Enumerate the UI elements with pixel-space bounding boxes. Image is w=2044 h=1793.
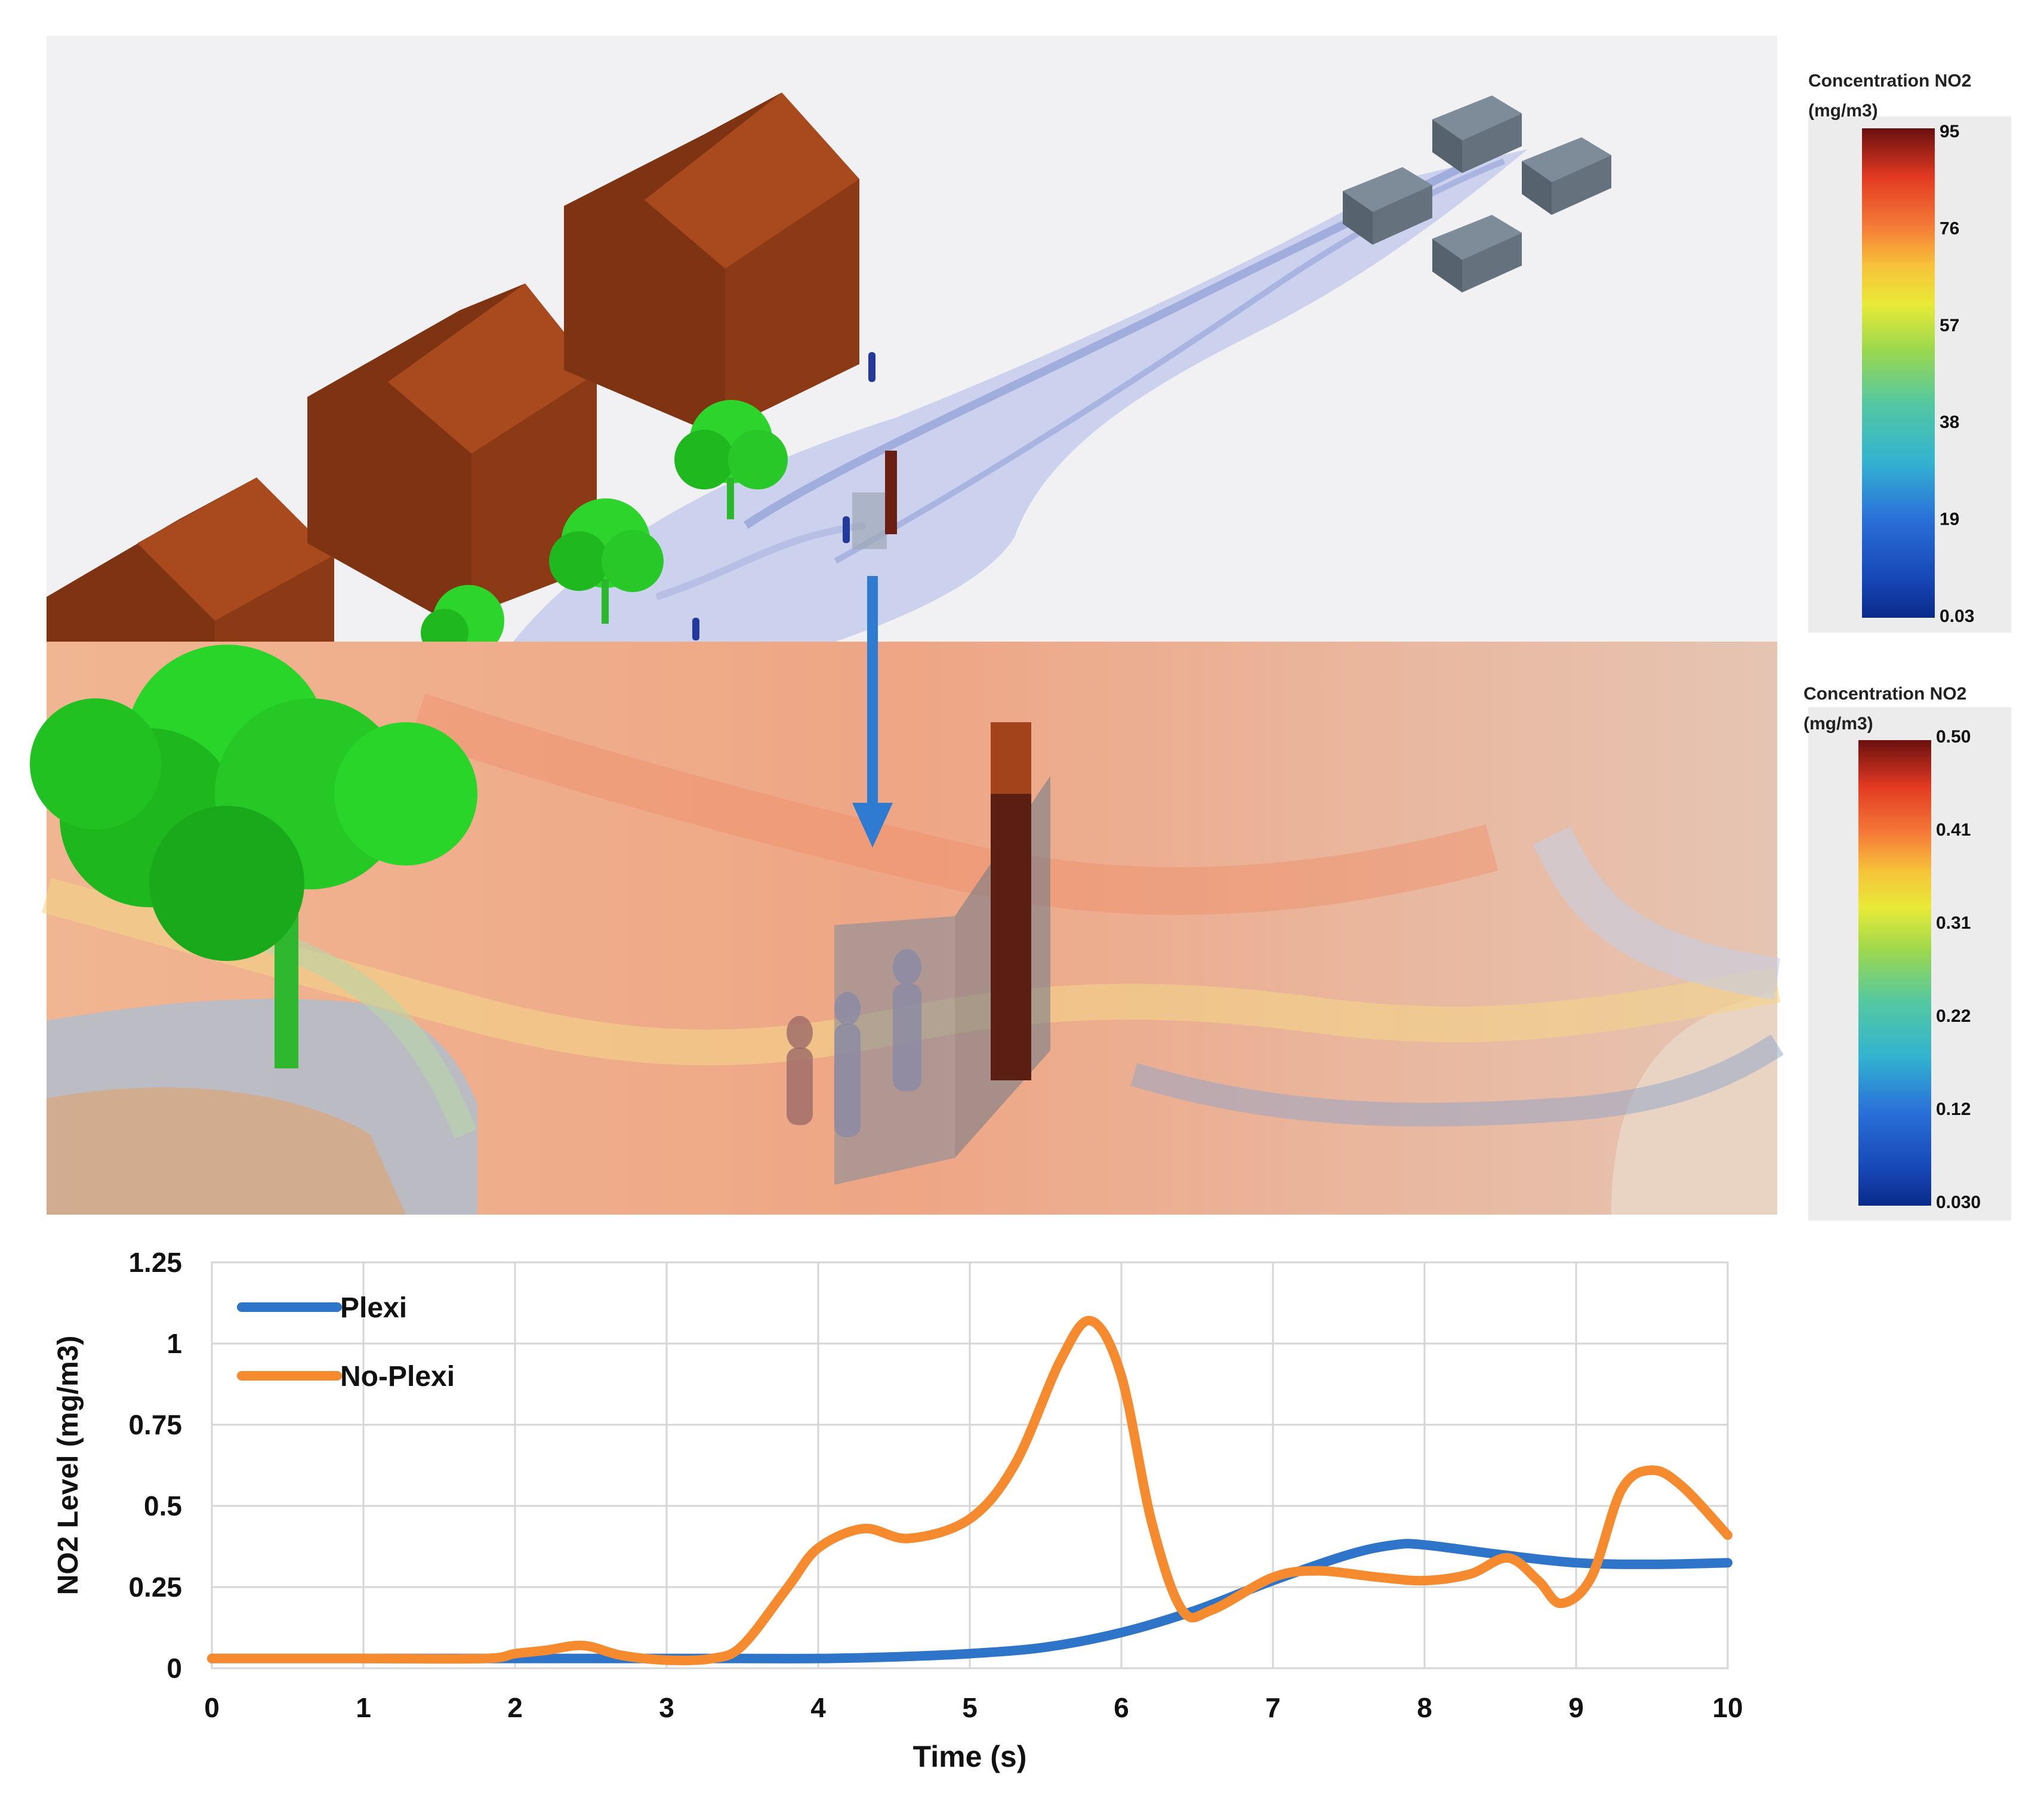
- x-tick-label: 8: [1417, 1692, 1432, 1723]
- bus-shelter-icon: [852, 451, 897, 549]
- person-icon: [787, 1016, 813, 1125]
- tree-icon: [549, 498, 664, 624]
- x-tick-label: 5: [962, 1692, 978, 1723]
- lower-colorbar-unit: (mg/m3): [1803, 714, 1873, 734]
- person-icon: [868, 352, 875, 382]
- upper-colorbar-ticks: 95 76 57 38 19 0.03: [1940, 122, 1974, 626]
- y-tick-label: 0.5: [144, 1490, 182, 1521]
- x-tick-label: 1: [356, 1692, 371, 1723]
- y-tick-labels: 0 0.25 0.5 0.75 1 1.25: [128, 1247, 182, 1684]
- tree-icon: [674, 400, 788, 519]
- x-tick-labels: 0 1 2 3 4 5 6 7 8 9 10: [204, 1692, 1743, 1723]
- y-tick-label: 0: [167, 1653, 182, 1684]
- x-tick-label: 9: [1568, 1692, 1584, 1723]
- colorbar-tick-label: 0.50: [1936, 727, 1971, 747]
- line-chart: 0 1 2 3 4 5 6 7 8 9 10 0 0.25 0.5 0.75 1 1.25 Plexi No-P…: [53, 1247, 1743, 1773]
- person-icon: [692, 618, 699, 640]
- colorbar-tick-label: 0.31: [1936, 913, 1971, 933]
- house-icon: [307, 284, 597, 615]
- x-axis-label: Time (s): [913, 1740, 1027, 1773]
- colorbar-tick-label: 0.03: [1940, 606, 1974, 626]
- x-tick-label: 3: [659, 1692, 674, 1723]
- colorbar-tick-label: 0.030: [1936, 1193, 1981, 1212]
- vehicle-icon: [1343, 167, 1432, 245]
- colorbar-tick-label: 57: [1940, 316, 1959, 335]
- house-icon: [47, 477, 334, 642]
- bus-shelter-icon: [834, 722, 1050, 1185]
- house-icon: [564, 93, 859, 430]
- x-tick-label: 7: [1265, 1692, 1281, 1723]
- chart-legend: Plexi No-Plexi: [237, 1292, 455, 1392]
- series-line-no-plexi: [207, 1316, 1732, 1666]
- tree-icon: [30, 645, 477, 1068]
- colorbar-tick-label: 19: [1940, 510, 1959, 529]
- upper-colorbar-unit: (mg/m3): [1808, 101, 1878, 121]
- x-tick-label: 10: [1712, 1692, 1743, 1723]
- colorbar-tick-label: 0.41: [1936, 820, 1971, 840]
- down-arrow-icon: [852, 576, 893, 848]
- lower-colorbar-title: Concentration NO2: [1803, 684, 1966, 704]
- vehicle-icon: [1522, 137, 1611, 215]
- y-tick-label: 1: [167, 1328, 182, 1359]
- y-tick-label: 1.25: [128, 1247, 182, 1278]
- vehicle-icon: [1432, 215, 1522, 292]
- lower-colorbar-ticks: 0.50 0.41 0.31 0.22 0.12 0.030: [1936, 727, 1981, 1212]
- x-tick-label: 2: [507, 1692, 523, 1723]
- series-lines: [207, 1316, 1732, 1666]
- lower-colorbar: [1808, 707, 2011, 1221]
- colorbar-tick-label: 0.22: [1936, 1006, 1971, 1026]
- colorbar-tick-label: 76: [1940, 218, 1959, 238]
- y-tick-label: 0.75: [128, 1409, 182, 1440]
- vehicle-icon: [1432, 95, 1522, 173]
- colorbar-tick-label: 0.12: [1936, 1099, 1971, 1119]
- x-tick-label: 0: [204, 1692, 220, 1723]
- colorbar-tick-label: 38: [1940, 412, 1959, 432]
- upper-colorbar-title: Concentration NO2: [1808, 71, 1971, 91]
- x-tick-label: 4: [810, 1692, 826, 1723]
- person-icon: [843, 516, 850, 543]
- series-line-plexi: [207, 1539, 1732, 1663]
- colorbar-tick-label: 95: [1940, 122, 1959, 141]
- upper-colorbar: [1808, 116, 2011, 633]
- y-axis-label: NO2 Level (mg/m3): [53, 1336, 84, 1595]
- y-tick-label: 0.25: [128, 1572, 182, 1603]
- legend-label: No-Plexi: [340, 1361, 455, 1392]
- x-tick-label: 6: [1114, 1692, 1129, 1723]
- chart-grid: [211, 1261, 1729, 1669]
- legend-label: Plexi: [340, 1292, 407, 1324]
